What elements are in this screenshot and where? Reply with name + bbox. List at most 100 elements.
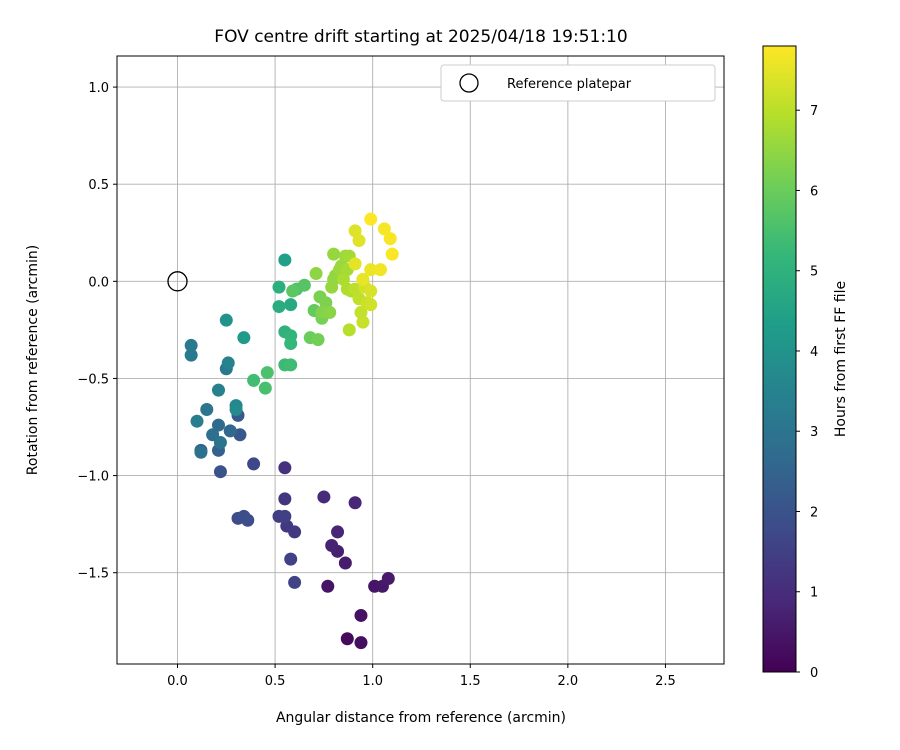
data-point [200,403,214,417]
data-point [381,572,395,586]
data-point [323,305,337,319]
data-points [184,212,399,650]
data-point [233,428,247,442]
data-point [340,632,354,646]
y-tick-label: −1.5 [77,567,109,582]
data-point [383,232,397,246]
colorbar-tick-label: 0 [810,666,818,681]
data-point [278,253,292,267]
y-tick-label: 0.0 [88,275,109,290]
data-point [327,247,341,261]
data-point [278,509,292,523]
legend-label: Reference platepar [507,77,632,92]
data-point [241,513,255,527]
data-point [247,373,261,387]
data-point [331,525,345,539]
colorbar-tick-label: 1 [810,586,818,601]
data-point [278,492,292,506]
data-point [272,280,286,294]
data-point [194,445,208,459]
data-point [338,556,352,570]
y-tick-label: 1.0 [88,81,109,96]
data-point [352,234,366,248]
colorbar-tick-label: 5 [810,265,818,280]
data-point [284,552,298,566]
data-point [284,336,298,350]
colorbar-ticks: 0 1 2 3 4 5 6 7 [796,104,818,681]
x-tick-label: 2.0 [558,674,579,689]
data-point [309,267,323,281]
data-point [286,284,300,298]
data-point [364,212,378,226]
y-axis-ticks: 1.0 0.5 0.0 −0.5 −1.0 −1.5 [77,81,117,582]
data-point [213,465,227,479]
y-tick-label: −0.5 [77,372,109,387]
data-point [219,313,233,327]
data-point [364,284,378,298]
colorbar-tick-label: 6 [810,184,818,199]
data-point [260,366,274,380]
colorbar-label: Hours from first FF file [833,281,849,437]
data-point [223,424,237,438]
legend: Reference platepar [440,64,716,102]
data-point [221,356,235,370]
data-point [385,247,399,261]
data-point [272,300,286,314]
data-point [377,222,391,236]
data-point [348,257,362,271]
y-axis-label: Rotation from reference (arcmin) [25,245,41,475]
chart-title: FOV centre drift starting at 2025/04/18 … [214,27,627,47]
data-point [325,539,339,553]
data-point [284,358,298,372]
data-point [211,418,225,432]
data-point [184,348,198,362]
colorbar: 0 1 2 3 4 5 6 7 Hours from first FF file [762,45,849,681]
y-tick-label: −1.0 [77,470,109,485]
data-point [237,331,251,345]
data-point [297,278,311,292]
x-tick-label: 0.0 [167,674,188,689]
data-point [247,457,261,471]
colorbar-tick-label: 7 [810,104,818,119]
colorbar-tick-label: 3 [810,425,818,440]
x-axis-label: Angular distance from reference (arcmin) [276,710,566,726]
x-tick-label: 0.5 [265,674,286,689]
legend-box [440,64,716,102]
data-point [288,575,302,589]
data-point [348,496,362,510]
data-point [364,298,378,312]
data-point [258,381,272,395]
reference-marker-layer [167,271,188,292]
data-point [325,280,339,294]
data-point [356,315,370,329]
plot-frame [116,55,725,665]
data-point [321,579,335,593]
colorbar-tick-label: 2 [810,505,818,520]
colorbar-gradient [762,45,797,673]
x-tick-label: 2.5 [655,674,676,689]
data-point [354,608,368,622]
x-axis-ticks: 0.0 0.5 1.0 1.5 2.0 2.5 [167,664,676,689]
data-point [364,263,378,277]
data-point [184,338,198,352]
grid-lines [117,56,724,664]
data-point [311,333,325,347]
x-tick-label: 1.5 [460,674,481,689]
y-tick-label: 0.5 [88,178,109,193]
data-point [278,461,292,475]
data-point [356,272,370,286]
legend-open-circle-icon [459,73,479,93]
colorbar-tick-label: 4 [810,345,818,360]
reference-platepar-marker [167,271,188,292]
data-point [373,263,387,277]
data-point [190,414,204,428]
data-point [280,519,294,533]
data-point [211,383,225,397]
x-tick-label: 1.0 [362,674,383,689]
data-point [317,490,331,504]
data-point [354,305,368,319]
data-point [229,403,243,417]
data-point [342,323,356,337]
